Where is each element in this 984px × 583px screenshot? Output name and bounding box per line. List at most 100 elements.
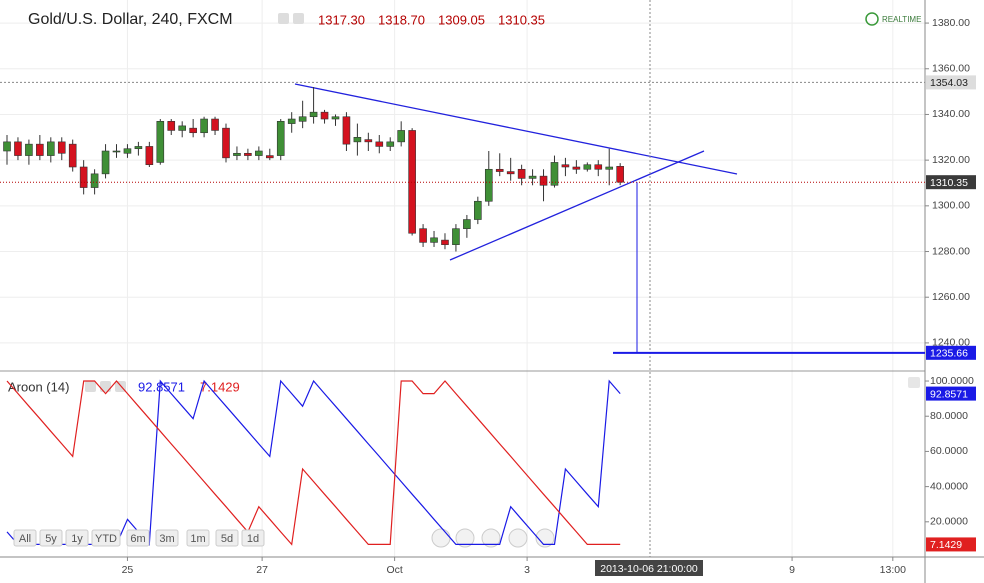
range-button[interactable]: YTD: [95, 533, 117, 545]
range-button-bg[interactable]: [91, 529, 121, 547]
symbol-title: Gold/U.S. Dollar, 240, FXCM: [28, 11, 233, 28]
candle-body: [57, 141, 66, 154]
hline-price-label-bg: [926, 345, 976, 360]
nav-controls: [431, 528, 555, 548]
candle-body: [441, 239, 449, 245]
x-tick-label: 25: [122, 564, 134, 576]
icon[interactable]: [293, 13, 304, 24]
candle-body: [495, 168, 504, 172]
range-button-bg[interactable]: [215, 529, 239, 547]
candle-body: [452, 228, 460, 245]
candle-body: [298, 116, 307, 122]
candle-body: [594, 164, 603, 170]
candle-body: [528, 175, 537, 179]
candle-body: [561, 164, 570, 168]
y-tick-label: 1380.00: [932, 17, 970, 29]
indicator-line: [6, 380, 621, 546]
candle-body: [364, 139, 373, 143]
candle-body: [90, 173, 99, 188]
y-tick-label: 1340.00: [932, 108, 970, 120]
candle-body: [101, 150, 110, 175]
candle-body: [14, 141, 22, 156]
trendline: [294, 83, 738, 175]
range-button-bg[interactable]: [155, 529, 179, 547]
candle-body: [211, 118, 219, 131]
y-tick-label: 1260.00: [932, 291, 970, 303]
aroon-up-value: 92.8571: [138, 379, 185, 394]
y-tick-label: 80.0000: [930, 410, 968, 422]
candle-body: [320, 111, 329, 120]
range-button[interactable]: 6m: [130, 533, 145, 545]
range-button[interactable]: 5y: [45, 533, 57, 545]
range-button-bg[interactable]: [186, 529, 210, 547]
candle-body: [287, 118, 296, 124]
trendline: [449, 150, 705, 261]
crosshair-price-label: 1354.03: [930, 77, 968, 89]
range-button-bg[interactable]: [39, 529, 63, 547]
range-button-bg[interactable]: [241, 529, 265, 547]
indicator-value-label: 92.8571: [930, 388, 968, 400]
candle-body: [616, 166, 624, 183]
low-value: 1309.05: [438, 12, 485, 27]
candle-body: [386, 141, 395, 147]
icon[interactable]: [278, 13, 289, 24]
x-tick-label: 3: [524, 564, 530, 576]
high-value: 1318.70: [378, 12, 425, 27]
candle-body: [419, 228, 427, 243]
range-button[interactable]: 1m: [190, 533, 205, 545]
y-tick-label: 1280.00: [932, 245, 970, 257]
pane-button[interactable]: [908, 377, 920, 388]
last-price-label-bg: [926, 175, 976, 190]
candle-body: [539, 175, 548, 186]
candle-body: [309, 111, 318, 118]
candle-body: [47, 141, 55, 156]
range-button[interactable]: 1y: [71, 533, 83, 545]
crosshair-time-bg: [595, 560, 703, 576]
candle-body: [583, 164, 592, 170]
candle-body: [79, 166, 88, 188]
candle-body: [342, 116, 351, 145]
candle-body: [463, 219, 471, 229]
nav-button[interactable]: [455, 528, 475, 548]
candle-body: [397, 130, 405, 143]
range-button-bg[interactable]: [126, 529, 150, 547]
indicator-value-label: 7.1429: [930, 539, 962, 551]
candle-body: [123, 148, 132, 154]
close-value: 1310.35: [498, 12, 545, 27]
nav-button[interactable]: [508, 528, 528, 548]
icon[interactable]: [100, 381, 111, 392]
candle-body: [36, 143, 44, 156]
crosshair-price-label-bg: [926, 75, 976, 90]
open-value: 1317.30: [318, 12, 365, 27]
range-button-bg[interactable]: [13, 529, 37, 547]
candle-body: [145, 146, 154, 166]
x-tick-label: 13:00: [880, 564, 906, 576]
nav-button[interactable]: [535, 528, 555, 548]
icon[interactable]: [85, 381, 96, 392]
y-tick-label: 20.0000: [930, 516, 968, 528]
nav-button[interactable]: [481, 528, 501, 548]
candle-body: [550, 162, 559, 186]
range-button[interactable]: 1d: [247, 533, 259, 545]
realtime-badge: REALTIME: [882, 15, 921, 24]
x-tick-label: Oct: [386, 564, 402, 576]
candle-body: [244, 152, 252, 156]
indicator-title: Aroon (14): [8, 379, 69, 394]
indicator-value-label-bg: [926, 537, 976, 552]
candle-body: [112, 150, 121, 153]
nav-button[interactable]: [431, 528, 451, 548]
candle-body: [605, 166, 614, 170]
range-button[interactable]: All: [19, 533, 31, 545]
range-button-bg[interactable]: [65, 529, 89, 547]
hline-price-label: 1235.66: [930, 348, 968, 360]
candle-body: [474, 200, 482, 220]
candle-body: [25, 143, 33, 156]
range-button[interactable]: 3m: [159, 533, 174, 545]
candle-body: [430, 237, 438, 243]
y-tick-label: 1320.00: [932, 154, 970, 166]
realtime-icon: [865, 12, 879, 26]
aroon-down-value: 7.1429: [200, 379, 240, 394]
candle-body: [506, 171, 515, 175]
range-button[interactable]: 5d: [221, 533, 233, 545]
